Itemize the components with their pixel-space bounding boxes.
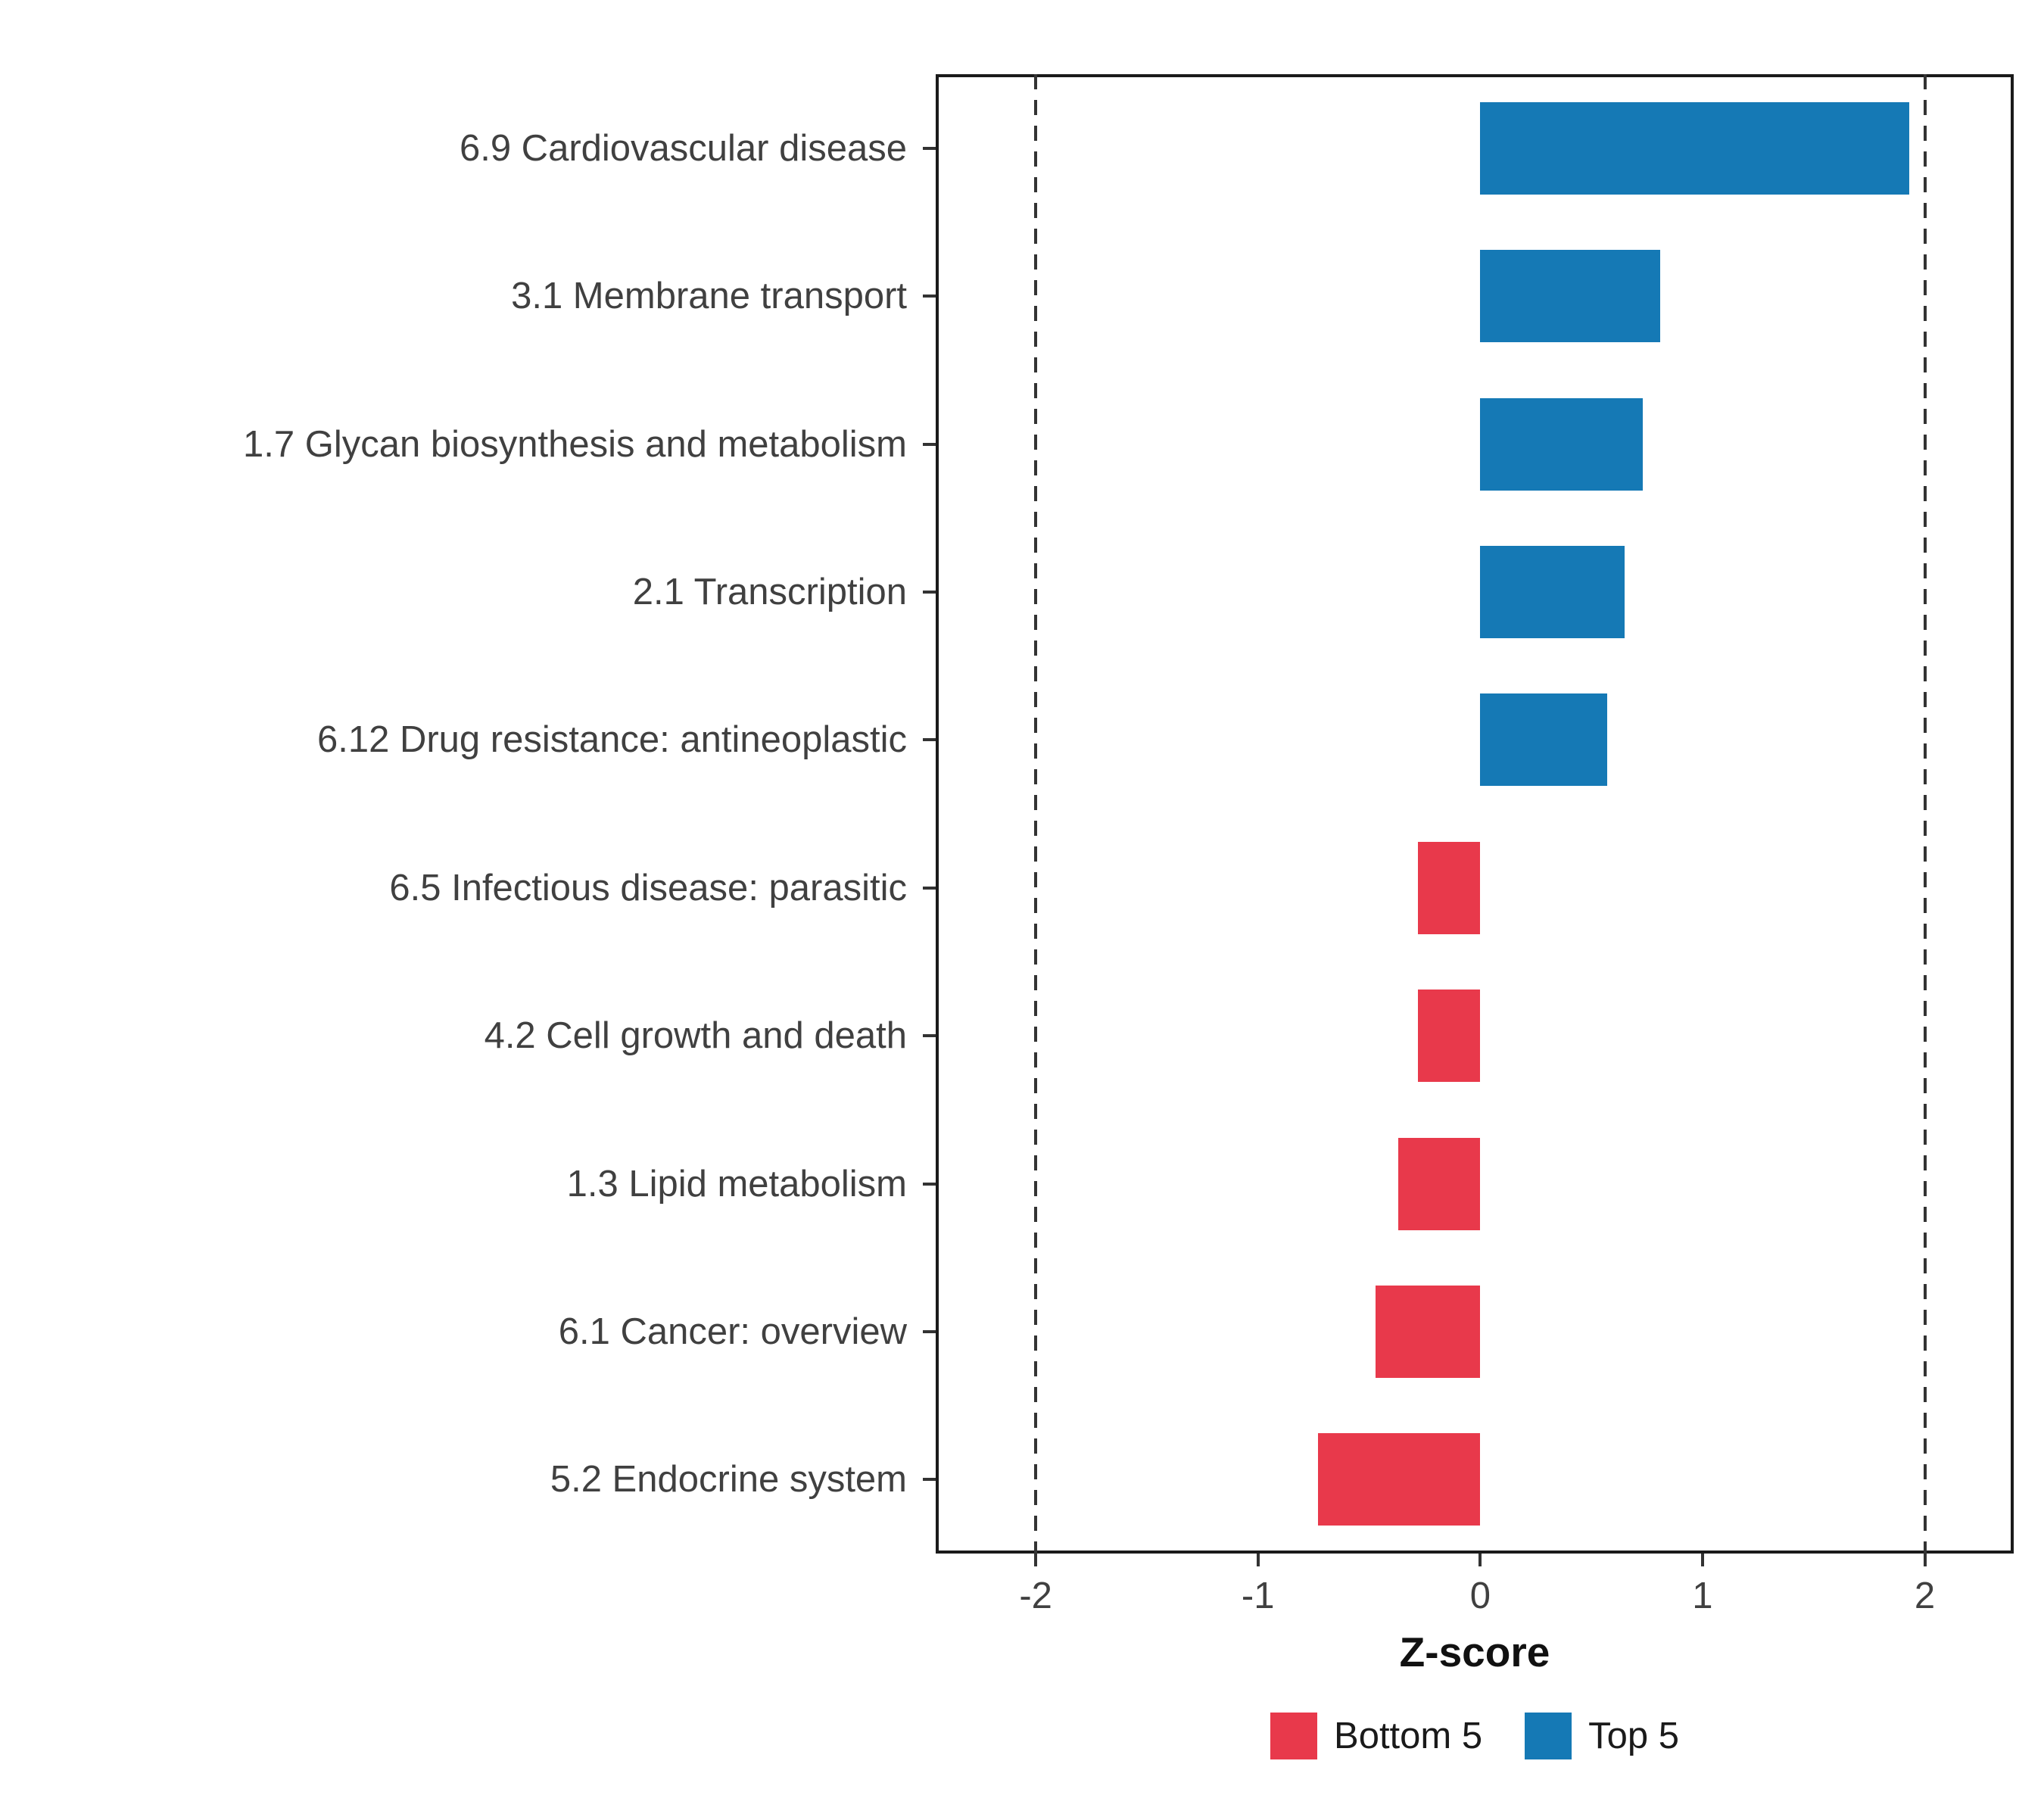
bar: [1480, 397, 1643, 491]
bar: [1418, 841, 1481, 934]
bar: [1397, 1137, 1481, 1230]
y-axis-tick: [923, 1034, 936, 1038]
bar: [1418, 990, 1481, 1083]
legend: Bottom 5 Top 5: [1270, 1713, 1679, 1759]
y-axis-label: 3.1 Membrane transport: [511, 276, 907, 317]
x-axis-tick-label: 2: [1914, 1575, 1936, 1616]
y-axis-tick: [923, 295, 936, 298]
y-axis-tick: [923, 886, 936, 890]
legend-swatch: [1525, 1713, 1572, 1759]
y-axis-tick: [923, 590, 936, 594]
y-axis-label: 6.9 Cardiovascular disease: [459, 127, 907, 169]
x-axis-tick-label: -2: [1019, 1575, 1052, 1616]
legend-swatch: [1270, 1713, 1318, 1759]
y-axis-tick: [923, 442, 936, 446]
x-axis-tick: [1923, 1554, 1927, 1566]
x-axis-title: Z-score: [1399, 1628, 1550, 1675]
y-axis-label: 6.1 Cancer: overview: [558, 1311, 907, 1352]
y-axis-label: 4.2 Cell growth and death: [484, 1015, 907, 1057]
x-axis-tick: [1700, 1554, 1704, 1566]
bar: [1376, 1285, 1481, 1378]
y-axis-tick: [923, 738, 936, 742]
bar: [1480, 101, 1909, 195]
x-axis-tick: [1256, 1554, 1260, 1566]
x-axis-tick-label: -1: [1241, 1575, 1275, 1616]
y-axis-tick: [923, 146, 936, 150]
dashed-reference-line: [1034, 74, 1038, 1554]
y-axis-tick: [923, 1182, 936, 1186]
y-axis-label: 2.1 Transcription: [632, 571, 907, 612]
legend-item: Top 5: [1525, 1713, 1679, 1759]
legend-item: Bottom 5: [1270, 1713, 1482, 1759]
y-axis-label: 6.12 Drug resistance: antineoplastic: [317, 719, 907, 761]
bar: [1480, 693, 1607, 787]
y-axis-label: 1.3 Lipid metabolism: [566, 1163, 907, 1205]
y-axis-tick: [923, 1329, 936, 1333]
bar: [1480, 250, 1661, 343]
y-axis-tick: [923, 1478, 936, 1482]
x-axis-tick: [1478, 1554, 1482, 1566]
legend-label: Bottom 5: [1334, 1716, 1483, 1756]
y-axis-label: 6.5 Infectious disease: parasitic: [389, 867, 907, 908]
legend-label: Top 5: [1588, 1716, 1679, 1756]
y-axis-label: 5.2 Endocrine system: [550, 1459, 907, 1501]
dashed-reference-line: [1923, 74, 1927, 1554]
x-axis-tick-label: 1: [1692, 1575, 1713, 1616]
x-axis-tick: [1034, 1554, 1038, 1566]
bar: [1318, 1433, 1481, 1526]
x-axis-tick-label: 0: [1469, 1575, 1491, 1616]
bar: [1480, 545, 1625, 638]
y-axis-label: 1.7 Glycan biosynthesis and metabolism: [243, 423, 907, 465]
